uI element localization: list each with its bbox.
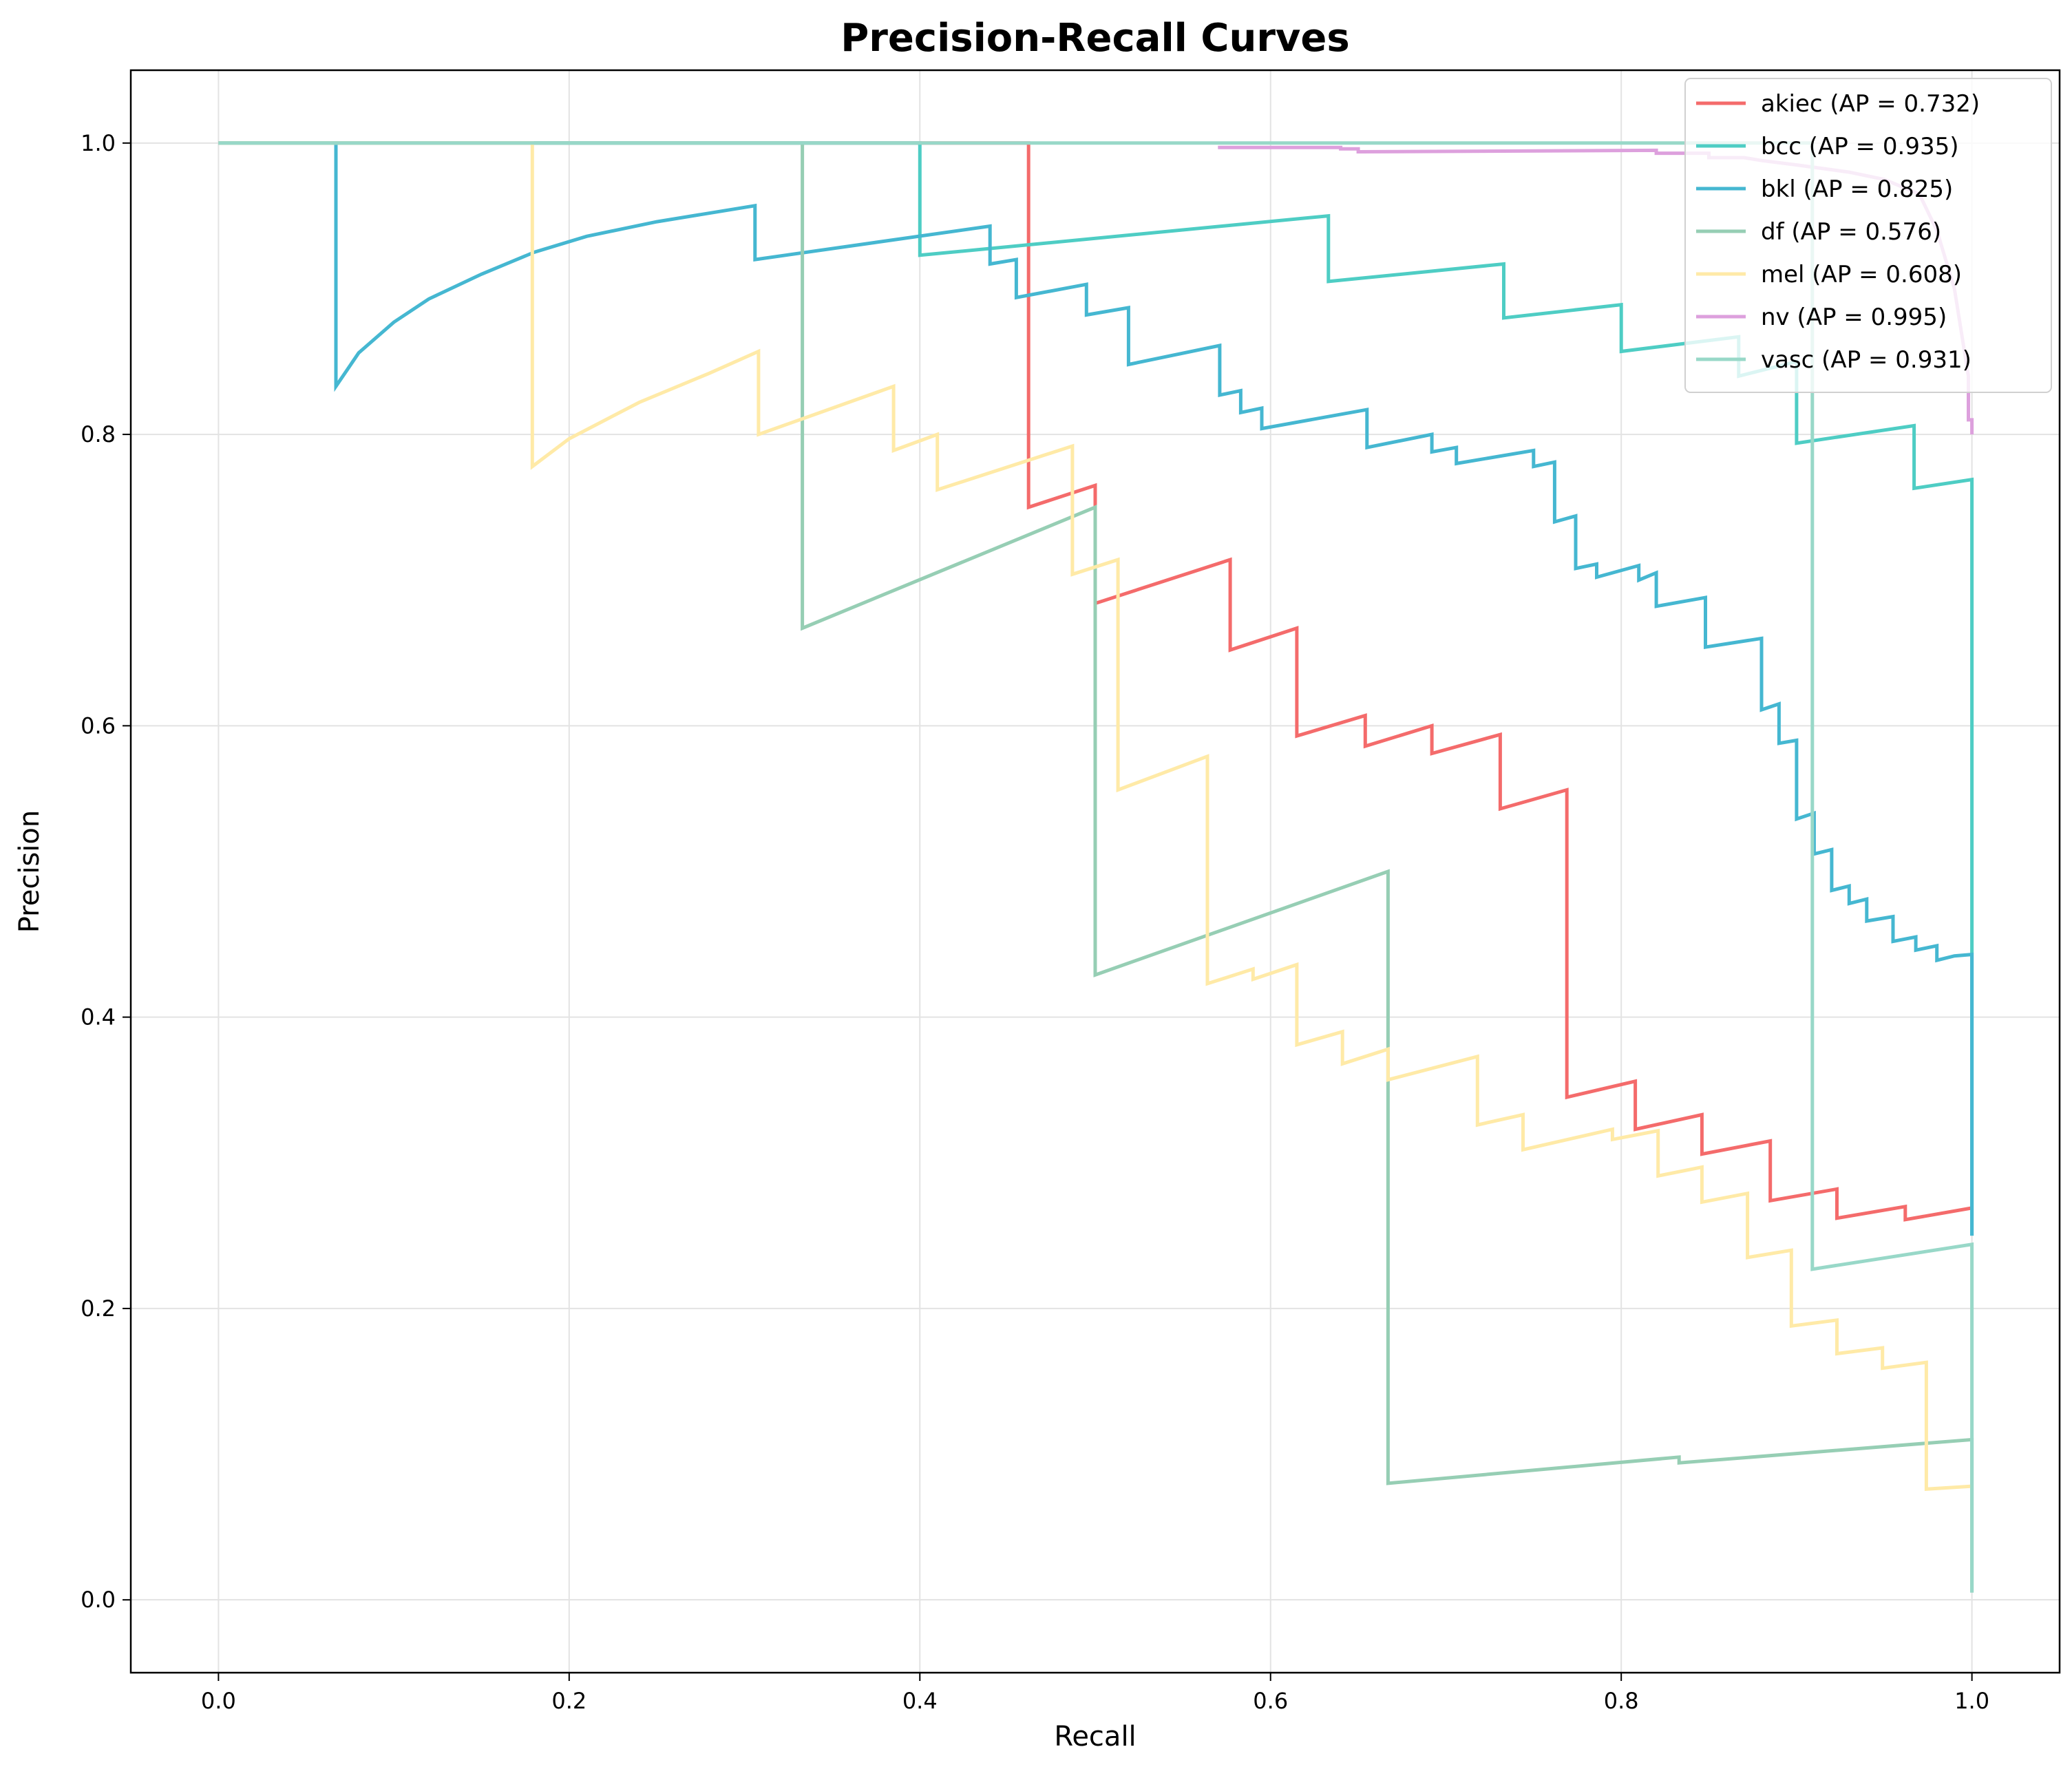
x-tick-label: 0.2 xyxy=(551,1688,586,1714)
y-tick-label: 0.4 xyxy=(81,1004,116,1030)
axis-ticks: 0.0 0.2 0.4 0.6 0.8 1.0 0.0 0.2 0.4 0.6 0.8 1.0 xyxy=(81,130,1989,1714)
x-tick-label: 1.0 xyxy=(1954,1688,1989,1714)
y-axis-label: Precision xyxy=(14,810,45,933)
legend-entry: bcc (AP = 0.935) xyxy=(1761,133,1959,160)
x-axis-label: Recall xyxy=(1054,1721,1136,1753)
legend-entry: df (AP = 0.576) xyxy=(1761,218,1941,246)
legend: akiec (AP = 0.732) bcc (AP = 0.935) bkl (A… xyxy=(1684,78,2052,393)
series-line xyxy=(218,141,1973,1222)
legend-entry: akiec (AP = 0.732) xyxy=(1761,90,1980,118)
y-tick-label: 0.8 xyxy=(81,421,116,447)
series-line xyxy=(218,141,1974,1593)
x-tick-label: 0.6 xyxy=(1253,1688,1288,1714)
legend-entry: mel (AP = 0.608) xyxy=(1761,261,1962,288)
x-tick-label: 0.8 xyxy=(1604,1688,1639,1714)
y-tick-label: 0.0 xyxy=(81,1587,116,1613)
y-tick-label: 1.0 xyxy=(81,130,116,156)
series-line xyxy=(218,141,1974,1236)
y-tick-label: 0.6 xyxy=(81,712,116,739)
series-line xyxy=(218,141,1974,1236)
series-line xyxy=(218,141,1972,1491)
series-lines xyxy=(218,141,1974,1593)
x-tick-label: 0.0 xyxy=(201,1688,236,1714)
y-tick-label: 0.2 xyxy=(81,1295,116,1322)
legend-box xyxy=(1684,78,2052,393)
chart-title: Precision-Recall Curves xyxy=(841,16,1350,61)
x-tick-label: 0.4 xyxy=(902,1688,938,1714)
series-line xyxy=(218,141,1974,1593)
plot-frame xyxy=(129,69,2061,1674)
legend-entry: nv (AP = 0.995) xyxy=(1761,304,1947,331)
legend-entry: bkl (AP = 0.825) xyxy=(1761,176,1953,203)
legend-entry: vasc (AP = 0.931) xyxy=(1761,346,1971,374)
